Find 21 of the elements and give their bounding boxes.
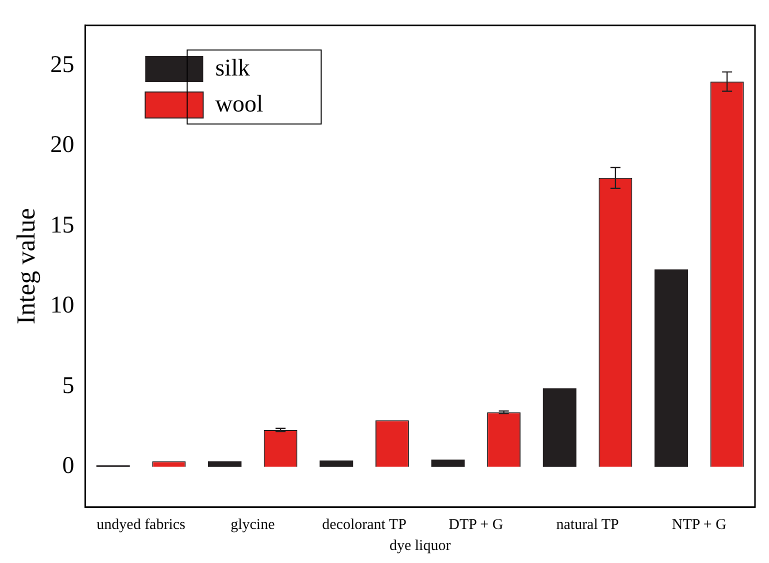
legend-label: wool — [215, 91, 264, 118]
bar — [542, 388, 576, 467]
y-tick-label: 10 — [50, 292, 74, 319]
x-axis-title: dye liquor — [389, 538, 451, 554]
bar — [320, 460, 354, 467]
y-tick-label: 25 — [50, 52, 74, 78]
y-tick-label: 20 — [50, 132, 74, 158]
y-tick-label: 5 — [62, 372, 74, 399]
x-tick-label: glycine — [230, 516, 276, 533]
x-tick-label: natural TP — [556, 516, 619, 533]
bar — [431, 460, 465, 467]
y-axis-title: Integ value — [11, 208, 40, 324]
y-tick-label: 0 — [62, 453, 74, 480]
x-tick-label: DTP + G — [448, 516, 504, 533]
legend-label: silk — [215, 55, 250, 82]
bar — [654, 269, 688, 467]
x-tick-label: undyed fabrics — [96, 516, 186, 533]
bar — [208, 461, 242, 467]
y-tick-label: 15 — [50, 212, 74, 238]
x-tick-label: decolorant TP — [322, 516, 406, 533]
x-tick-label: NTP + G — [672, 516, 727, 533]
